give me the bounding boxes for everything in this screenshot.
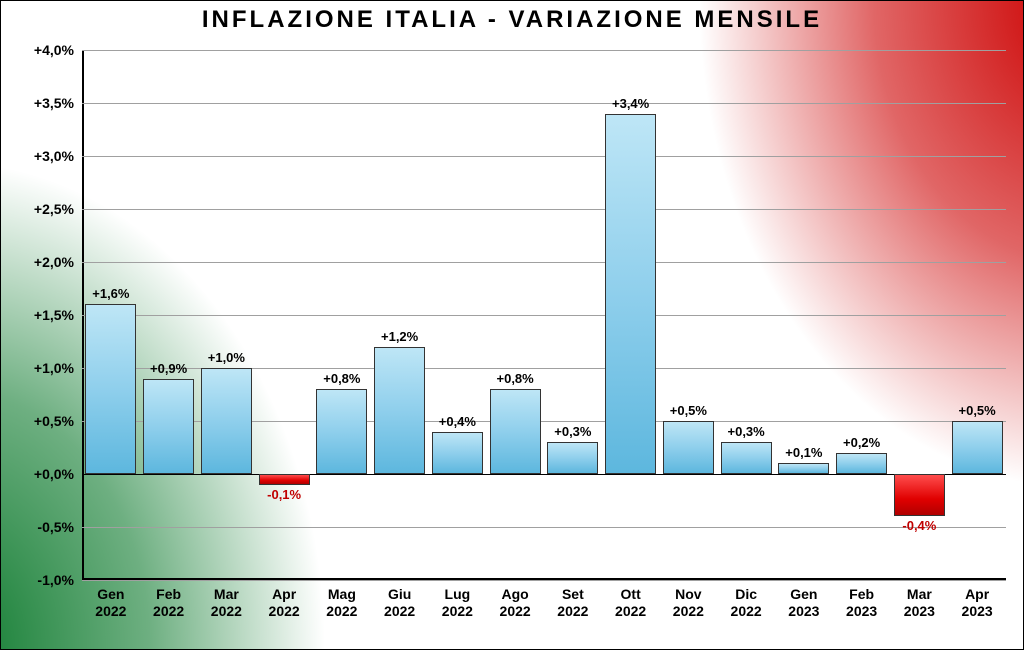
bar [778,463,829,474]
x-tick-label: Gen2023 [775,580,833,620]
x-tick-label: Mar2022 [198,580,256,620]
bar [143,379,194,474]
value-label: +0,5% [660,403,718,418]
y-tick-label: -0,5% [37,519,82,535]
bar-slot: +0,2%Feb2023 [833,50,891,580]
bar-slot: +0,9%Feb2022 [140,50,198,580]
value-label: +0,4% [429,414,487,429]
bar [259,474,310,485]
bar-slot: -0,1%Apr2022 [255,50,313,580]
bar-slot: +0,8%Ago2022 [486,50,544,580]
value-label: +0,3% [544,424,602,439]
x-tick-label: Giu2022 [371,580,429,620]
bar-slot: +1,0%Mar2022 [198,50,256,580]
bar [894,474,945,516]
bar [85,304,136,474]
bar [547,442,598,474]
value-label: +0,2% [833,435,891,450]
bar-slot: +0,3%Set2022 [544,50,602,580]
y-tick-label: +2,0% [34,254,82,270]
chart-title: INFLAZIONE ITALIA - VARIAZIONE MENSILE [0,6,1024,34]
x-tick-label: Dic2022 [717,580,775,620]
y-tick-label: +1,0% [34,360,82,376]
value-label: +0,1% [775,445,833,460]
x-tick-label: Apr2022 [255,580,313,620]
x-tick-label: Mar2023 [891,580,949,620]
bar-slot: +0,4%Lug2022 [429,50,487,580]
bar [374,347,425,474]
y-tick-label: +2,5% [34,201,82,217]
bar-slot: +1,2%Giu2022 [371,50,429,580]
x-tick-label: Nov2022 [660,580,718,620]
x-tick-label: Lug2022 [429,580,487,620]
bar [663,421,714,474]
bar-slot: +0,8%Mag2022 [313,50,371,580]
y-tick-label: +0,0% [34,466,82,482]
x-tick-label: Mag2022 [313,580,371,620]
y-tick-label: +3,5% [34,95,82,111]
y-tick-label: +0,5% [34,413,82,429]
value-label: +0,5% [948,403,1006,418]
bar-slot: -0,4%Mar2023 [891,50,949,580]
bar [605,114,656,474]
value-label: +0,3% [717,424,775,439]
value-label: +1,0% [198,350,256,365]
bar-slot: +3,4%Ott2022 [602,50,660,580]
x-tick-label: Ago2022 [486,580,544,620]
value-label: +1,6% [82,286,140,301]
bar-slot: +0,5%Nov2022 [660,50,718,580]
bar [316,389,367,474]
plot-area: -1,0%-0,5%+0,0%+0,5%+1,0%+1,5%+2,0%+2,5%… [82,50,1006,580]
value-label: +1,2% [371,329,429,344]
bar-slot: +0,5%Apr2023 [948,50,1006,580]
value-label: +0,8% [313,371,371,386]
bar-slot: +0,1%Gen2023 [775,50,833,580]
bar [490,389,541,474]
bar [432,432,483,474]
value-label: -0,1% [255,487,313,502]
value-label: -0,4% [891,518,949,533]
y-tick-label: +4,0% [34,42,82,58]
value-label: +0,9% [140,361,198,376]
x-tick-label: Feb2023 [833,580,891,620]
y-tick-label: +1,5% [34,307,82,323]
bar [201,368,252,474]
x-tick-label: Apr2023 [948,580,1006,620]
bar-slot: +1,6%Gen2022 [82,50,140,580]
x-tick-label: Feb2022 [140,580,198,620]
x-tick-label: Gen2022 [82,580,140,620]
x-tick-label: Set2022 [544,580,602,620]
y-tick-label: +3,0% [34,148,82,164]
bar-slot: +0,3%Dic2022 [717,50,775,580]
y-tick-label: -1,0% [37,572,82,588]
bar [836,453,887,474]
bar [952,421,1003,474]
value-label: +3,4% [602,96,660,111]
value-label: +0,8% [486,371,544,386]
bar [721,442,772,474]
x-tick-label: Ott2022 [602,580,660,620]
